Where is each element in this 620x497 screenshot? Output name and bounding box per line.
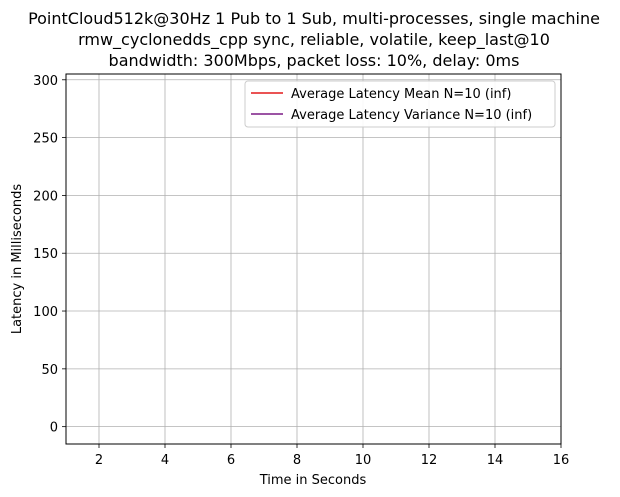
- title-line-2: rmw_cyclonedds_cpp sync, reliable, volat…: [78, 30, 550, 50]
- y-tick-label: 200: [33, 189, 58, 204]
- legend-label-mean: Average Latency Mean N=10 (inf): [291, 87, 511, 102]
- chart-title: PointCloud512k@30Hz 1 Pub to 1 Sub, mult…: [28, 9, 600, 70]
- x-tick-label: 14: [487, 453, 504, 468]
- legend-label-variance: Average Latency Variance N=10 (inf): [291, 108, 532, 123]
- y-axis-ticks: 0 50 100 150 200 250 300: [33, 74, 66, 436]
- x-tick-label: 6: [227, 453, 235, 468]
- grid-lines: [66, 74, 562, 444]
- x-tick-label: 12: [421, 453, 438, 468]
- y-tick-label: 50: [41, 363, 58, 378]
- y-tick-label: 250: [33, 132, 58, 147]
- x-tick-label: 10: [355, 453, 372, 468]
- x-axis-label: Time in Seconds: [259, 473, 367, 488]
- y-tick-label: 0: [50, 421, 58, 436]
- y-axis-label: Latency in Milliseconds: [10, 184, 25, 335]
- legend-box: [244, 80, 556, 128]
- legend: Average Latency Mean N=10 (inf) Average …: [244, 80, 556, 128]
- y-tick-label: 300: [33, 74, 58, 89]
- x-tick-label: 16: [553, 453, 570, 468]
- x-tick-label: 4: [161, 453, 169, 468]
- y-tick-label: 150: [33, 247, 58, 262]
- plot-area-frame: [65, 73, 562, 445]
- x-tick-label: 2: [95, 453, 103, 468]
- x-tick-label: 8: [293, 453, 301, 468]
- x-axis-ticks: 2 4 6 8 10 12 14 16: [95, 444, 569, 468]
- y-tick-label: 100: [33, 305, 58, 320]
- title-line-1: PointCloud512k@30Hz 1 Pub to 1 Sub, mult…: [28, 9, 600, 28]
- title-line-3: bandwidth: 300Mbps, packet loss: 10%, de…: [109, 51, 520, 70]
